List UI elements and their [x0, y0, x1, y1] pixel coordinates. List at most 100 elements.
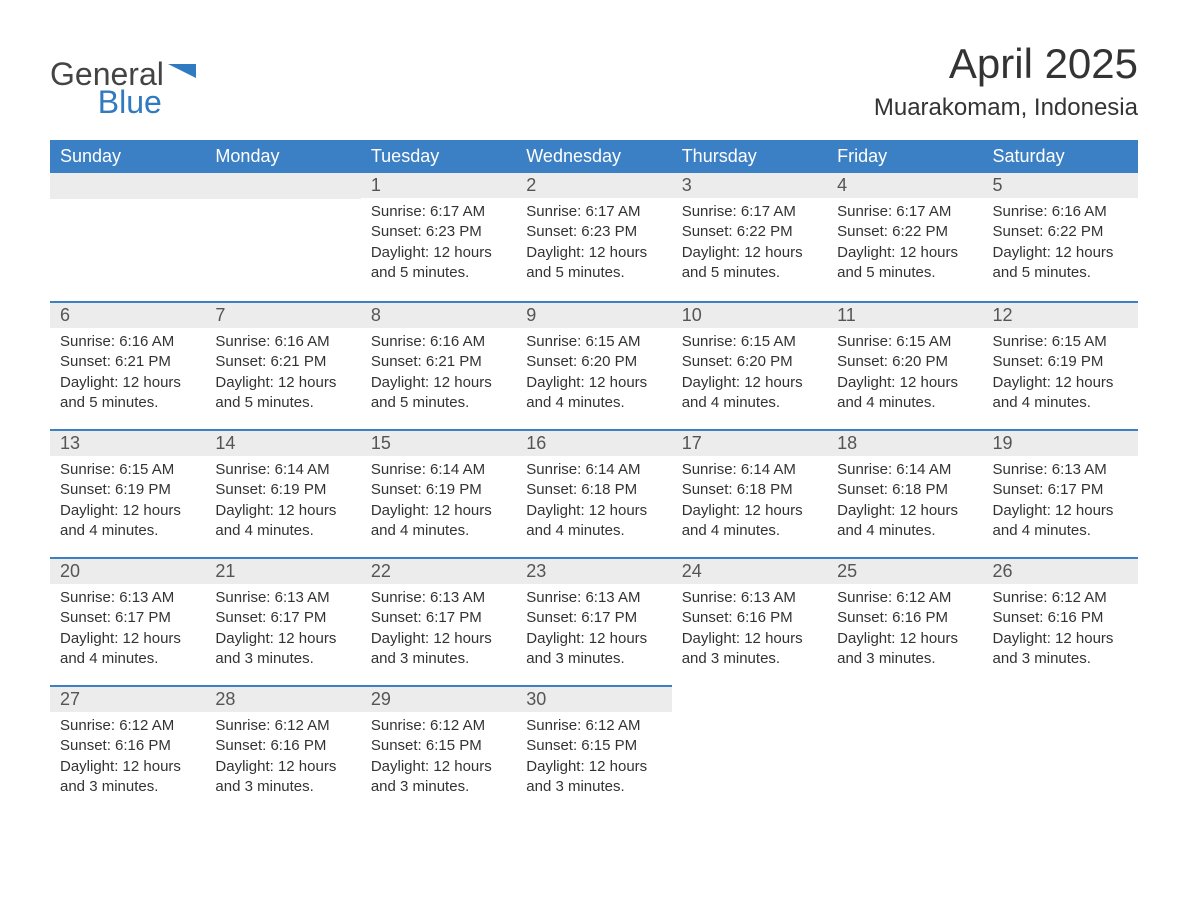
calendar-cell: 15Sunrise: 6:14 AMSunset: 6:19 PMDayligh… [361, 429, 516, 557]
calendar-cell: 1Sunrise: 6:17 AMSunset: 6:23 PMDaylight… [361, 173, 516, 301]
logo-flag-icon [168, 64, 196, 91]
daylight-line: Daylight: 12 hours and 4 minutes. [837, 373, 972, 414]
calendar-cell: 30Sunrise: 6:12 AMSunset: 6:15 PMDayligh… [516, 685, 671, 813]
calendar-week-row: 13Sunrise: 6:15 AMSunset: 6:19 PMDayligh… [50, 429, 1138, 557]
sunrise-line: Sunrise: 6:17 AM [837, 202, 972, 222]
sunrise-line: Sunrise: 6:14 AM [526, 460, 661, 480]
sunrise-line: Sunrise: 6:12 AM [215, 716, 350, 736]
day-number: 24 [672, 557, 827, 584]
calendar-cell: 19Sunrise: 6:13 AMSunset: 6:17 PMDayligh… [983, 429, 1138, 557]
calendar-week-row: 27Sunrise: 6:12 AMSunset: 6:16 PMDayligh… [50, 685, 1138, 813]
day-details: Sunrise: 6:16 AMSunset: 6:21 PMDaylight:… [205, 328, 360, 423]
sunset-line: Sunset: 6:15 PM [371, 736, 506, 756]
day-number: 22 [361, 557, 516, 584]
sunrise-line: Sunrise: 6:15 AM [526, 332, 661, 352]
empty-day [205, 173, 360, 199]
daylight-line: Daylight: 12 hours and 3 minutes. [526, 757, 661, 798]
sunset-line: Sunset: 6:20 PM [837, 352, 972, 372]
calendar-cell: 12Sunrise: 6:15 AMSunset: 6:19 PMDayligh… [983, 301, 1138, 429]
daylight-line: Daylight: 12 hours and 4 minutes. [682, 501, 817, 542]
daylight-line: Daylight: 12 hours and 3 minutes. [215, 629, 350, 670]
daylight-line: Daylight: 12 hours and 4 minutes. [993, 501, 1128, 542]
sunrise-line: Sunrise: 6:12 AM [526, 716, 661, 736]
calendar-cell [983, 685, 1138, 813]
day-number: 10 [672, 301, 827, 328]
sunset-line: Sunset: 6:15 PM [526, 736, 661, 756]
daylight-line: Daylight: 12 hours and 4 minutes. [526, 501, 661, 542]
daylight-line: Daylight: 12 hours and 5 minutes. [526, 243, 661, 284]
calendar-cell: 11Sunrise: 6:15 AMSunset: 6:20 PMDayligh… [827, 301, 982, 429]
weekday-header: Sunday [50, 140, 205, 173]
daylight-line: Daylight: 12 hours and 3 minutes. [682, 629, 817, 670]
sunset-line: Sunset: 6:16 PM [60, 736, 195, 756]
calendar-cell: 2Sunrise: 6:17 AMSunset: 6:23 PMDaylight… [516, 173, 671, 301]
sunrise-line: Sunrise: 6:16 AM [215, 332, 350, 352]
calendar-cell: 6Sunrise: 6:16 AMSunset: 6:21 PMDaylight… [50, 301, 205, 429]
calendar-cell: 22Sunrise: 6:13 AMSunset: 6:17 PMDayligh… [361, 557, 516, 685]
day-details: Sunrise: 6:12 AMSunset: 6:16 PMDaylight:… [827, 584, 982, 679]
day-number: 19 [983, 429, 1138, 456]
day-details: Sunrise: 6:12 AMSunset: 6:16 PMDaylight:… [205, 712, 360, 807]
sunrise-line: Sunrise: 6:17 AM [526, 202, 661, 222]
calendar-cell [50, 173, 205, 301]
day-number: 9 [516, 301, 671, 328]
daylight-line: Daylight: 12 hours and 3 minutes. [60, 757, 195, 798]
sunrise-line: Sunrise: 6:14 AM [682, 460, 817, 480]
day-number: 7 [205, 301, 360, 328]
calendar-cell: 18Sunrise: 6:14 AMSunset: 6:18 PMDayligh… [827, 429, 982, 557]
sunset-line: Sunset: 6:17 PM [215, 608, 350, 628]
sunrise-line: Sunrise: 6:13 AM [682, 588, 817, 608]
month-title: April 2025 [874, 40, 1138, 88]
calendar-cell: 14Sunrise: 6:14 AMSunset: 6:19 PMDayligh… [205, 429, 360, 557]
title-block: April 2025 Muarakomam, Indonesia [874, 40, 1138, 122]
daylight-line: Daylight: 12 hours and 3 minutes. [371, 629, 506, 670]
day-details: Sunrise: 6:17 AMSunset: 6:23 PMDaylight:… [361, 198, 516, 293]
day-details: Sunrise: 6:15 AMSunset: 6:20 PMDaylight:… [516, 328, 671, 423]
day-number: 28 [205, 685, 360, 712]
calendar-week-row: 1Sunrise: 6:17 AMSunset: 6:23 PMDaylight… [50, 173, 1138, 301]
calendar-cell: 26Sunrise: 6:12 AMSunset: 6:16 PMDayligh… [983, 557, 1138, 685]
sunrise-line: Sunrise: 6:13 AM [60, 588, 195, 608]
day-number: 26 [983, 557, 1138, 584]
day-details: Sunrise: 6:12 AMSunset: 6:16 PMDaylight:… [983, 584, 1138, 679]
day-details: Sunrise: 6:15 AMSunset: 6:19 PMDaylight:… [50, 456, 205, 551]
calendar-cell: 16Sunrise: 6:14 AMSunset: 6:18 PMDayligh… [516, 429, 671, 557]
sunrise-line: Sunrise: 6:15 AM [682, 332, 817, 352]
daylight-line: Daylight: 12 hours and 4 minutes. [993, 373, 1128, 414]
sunrise-line: Sunrise: 6:13 AM [215, 588, 350, 608]
calendar-table: SundayMondayTuesdayWednesdayThursdayFrid… [50, 140, 1138, 813]
calendar-cell: 27Sunrise: 6:12 AMSunset: 6:16 PMDayligh… [50, 685, 205, 813]
day-details: Sunrise: 6:17 AMSunset: 6:22 PMDaylight:… [672, 198, 827, 293]
empty-day [50, 173, 205, 199]
sunrise-line: Sunrise: 6:15 AM [837, 332, 972, 352]
sunset-line: Sunset: 6:21 PM [215, 352, 350, 372]
day-number: 8 [361, 301, 516, 328]
sunset-line: Sunset: 6:21 PM [371, 352, 506, 372]
day-number: 4 [827, 173, 982, 198]
sunrise-line: Sunrise: 6:14 AM [371, 460, 506, 480]
day-number: 27 [50, 685, 205, 712]
sunset-line: Sunset: 6:19 PM [993, 352, 1128, 372]
calendar-cell: 17Sunrise: 6:14 AMSunset: 6:18 PMDayligh… [672, 429, 827, 557]
sunrise-line: Sunrise: 6:13 AM [371, 588, 506, 608]
calendar-cell: 28Sunrise: 6:12 AMSunset: 6:16 PMDayligh… [205, 685, 360, 813]
day-number: 21 [205, 557, 360, 584]
calendar-cell: 21Sunrise: 6:13 AMSunset: 6:17 PMDayligh… [205, 557, 360, 685]
day-details: Sunrise: 6:12 AMSunset: 6:15 PMDaylight:… [361, 712, 516, 807]
day-details: Sunrise: 6:15 AMSunset: 6:20 PMDaylight:… [672, 328, 827, 423]
weekday-header: Friday [827, 140, 982, 173]
daylight-line: Daylight: 12 hours and 4 minutes. [60, 501, 195, 542]
day-details: Sunrise: 6:13 AMSunset: 6:17 PMDaylight:… [205, 584, 360, 679]
daylight-line: Daylight: 12 hours and 3 minutes. [837, 629, 972, 670]
daylight-line: Daylight: 12 hours and 3 minutes. [993, 629, 1128, 670]
calendar-week-row: 20Sunrise: 6:13 AMSunset: 6:17 PMDayligh… [50, 557, 1138, 685]
sunset-line: Sunset: 6:17 PM [60, 608, 195, 628]
sunrise-line: Sunrise: 6:12 AM [371, 716, 506, 736]
calendar-cell: 10Sunrise: 6:15 AMSunset: 6:20 PMDayligh… [672, 301, 827, 429]
weekday-header: Wednesday [516, 140, 671, 173]
calendar-cell: 4Sunrise: 6:17 AMSunset: 6:22 PMDaylight… [827, 173, 982, 301]
calendar-cell: 7Sunrise: 6:16 AMSunset: 6:21 PMDaylight… [205, 301, 360, 429]
calendar-cell [827, 685, 982, 813]
daylight-line: Daylight: 12 hours and 4 minutes. [371, 501, 506, 542]
sunset-line: Sunset: 6:19 PM [371, 480, 506, 500]
